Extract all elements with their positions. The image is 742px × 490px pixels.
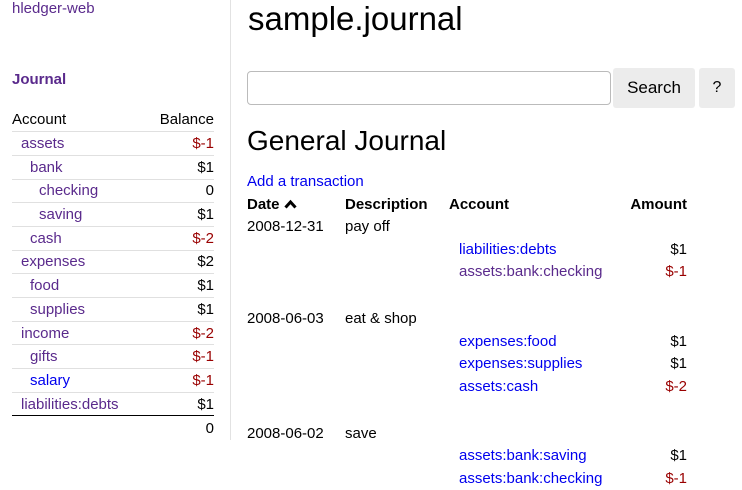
caret-up-icon bbox=[284, 199, 297, 209]
posting-amount: $1 bbox=[670, 447, 687, 465]
account-balance: $-2 bbox=[145, 225, 214, 251]
posting-account-link[interactable]: liabilities:debts bbox=[459, 240, 557, 258]
account-link[interactable]: salary bbox=[30, 371, 71, 389]
posting-row: assets:bank:checking $-1 bbox=[247, 260, 687, 283]
account-link[interactable]: assets bbox=[21, 135, 65, 153]
posting-amount: $-1 bbox=[665, 263, 687, 281]
posting-row: assets:bank:saving $1 bbox=[247, 445, 687, 468]
account-header: Account bbox=[449, 196, 509, 213]
balance-row: bank $1 bbox=[12, 154, 214, 180]
search-input[interactable] bbox=[247, 71, 611, 105]
transaction-row: 2008-12-31 pay off bbox=[247, 215, 687, 238]
balance-row: saving $1 bbox=[12, 202, 214, 227]
account-link[interactable]: food bbox=[30, 277, 60, 295]
balance-row: income $-2 bbox=[12, 320, 214, 345]
account-balance: $1 bbox=[145, 154, 214, 180]
total-balance: 0 bbox=[145, 415, 214, 440]
brand-link[interactable]: hledger-web bbox=[12, 0, 95, 17]
account-balance: 0 bbox=[145, 178, 214, 203]
posting-account-link[interactable]: assets:bank:checking bbox=[459, 263, 603, 281]
account-balance: $1 bbox=[145, 273, 214, 298]
account-balance: $2 bbox=[145, 249, 214, 274]
transaction-description: pay off bbox=[345, 217, 390, 235]
transaction-date: 2008-06-03 bbox=[247, 309, 324, 327]
transaction-date: 2008-06-02 bbox=[247, 424, 324, 442]
posting-amount: $1 bbox=[670, 355, 687, 373]
posting-amount: $1 bbox=[670, 332, 687, 350]
balance-row: expenses $2 bbox=[12, 249, 214, 274]
account-link[interactable]: checking bbox=[39, 182, 99, 200]
journal-title: General Journal bbox=[247, 125, 447, 156]
balance-row: checking 0 bbox=[12, 178, 214, 203]
amount-header: Amount bbox=[630, 196, 687, 213]
account-balance: $1 bbox=[145, 202, 214, 227]
account-link[interactable]: expenses bbox=[21, 253, 86, 271]
description-header: Description bbox=[345, 196, 428, 213]
transaction-description: save bbox=[345, 424, 377, 442]
account-link[interactable]: saving bbox=[39, 206, 83, 224]
balance-row: cash $-2 bbox=[12, 225, 214, 251]
account-link[interactable]: bank bbox=[30, 158, 63, 176]
posting-row: expenses:food $1 bbox=[247, 330, 687, 353]
posting-account-link[interactable]: expenses:food bbox=[459, 332, 557, 350]
page-title: sample.journal bbox=[248, 0, 463, 37]
add-transaction-link[interactable]: Add a transaction bbox=[247, 173, 364, 190]
posting-account-link[interactable]: assets:bank:checking bbox=[459, 470, 603, 488]
account-balance: $-1 bbox=[145, 368, 214, 393]
posting-account-link[interactable]: assets:cash bbox=[459, 377, 539, 395]
account-link[interactable]: liabilities:debts bbox=[21, 395, 119, 413]
account-balance: $-1 bbox=[145, 131, 214, 156]
balance-table: Account Balance assets $-1 bank $1 checking 0… bbox=[12, 108, 214, 440]
balance-row: supplies $1 bbox=[12, 297, 214, 322]
posting-row: assets:bank:checking $-1 bbox=[247, 467, 687, 490]
sidebar: hledger-web Journal Account Balance asse… bbox=[0, 0, 231, 440]
search-button[interactable]: Search bbox=[613, 68, 695, 108]
balance-header: Balance bbox=[159, 111, 214, 129]
posting-row: liabilities:debts $1 bbox=[247, 238, 687, 261]
journal-table: Date Description Account Amount 2008-12-… bbox=[247, 194, 687, 490]
transaction-date: 2008-12-31 bbox=[247, 217, 324, 235]
posting-row: expenses:supplies $1 bbox=[247, 352, 687, 375]
balance-row: gifts $-1 bbox=[12, 344, 214, 369]
transaction-row: 2008-06-02 save bbox=[247, 422, 687, 445]
date-header[interactable]: Date bbox=[247, 194, 345, 215]
account-link[interactable]: gifts bbox=[30, 348, 58, 366]
posting-amount: $-2 bbox=[665, 377, 687, 395]
balance-row: salary $-1 bbox=[12, 368, 214, 393]
account-link[interactable]: cash bbox=[30, 229, 62, 247]
date-header-label: Date bbox=[247, 196, 280, 213]
account-link[interactable]: income bbox=[21, 324, 70, 342]
transaction-row: 2008-06-03 eat & shop bbox=[247, 307, 687, 330]
posting-row: assets:cash $-2 bbox=[247, 375, 687, 398]
account-balance: $1 bbox=[145, 297, 214, 322]
transaction-description: eat & shop bbox=[345, 309, 417, 327]
total-row: 0 bbox=[12, 415, 214, 440]
account-link[interactable]: supplies bbox=[30, 300, 86, 318]
posting-amount: $-1 bbox=[665, 470, 687, 488]
balance-row: liabilities:debts $1 bbox=[12, 391, 214, 416]
journal-link[interactable]: Journal bbox=[12, 71, 67, 88]
balance-row: food $1 bbox=[12, 273, 214, 298]
account-header: Account bbox=[12, 111, 67, 129]
account-balance: $-1 bbox=[145, 344, 214, 369]
posting-account-link[interactable]: expenses:supplies bbox=[459, 355, 583, 373]
account-balance: $-2 bbox=[145, 320, 214, 345]
posting-amount: $1 bbox=[670, 240, 687, 258]
help-button[interactable]: ? bbox=[699, 68, 735, 108]
posting-account-link[interactable]: assets:bank:saving bbox=[459, 447, 587, 465]
balance-row: assets $-1 bbox=[12, 131, 214, 156]
account-balance: $1 bbox=[145, 391, 214, 416]
